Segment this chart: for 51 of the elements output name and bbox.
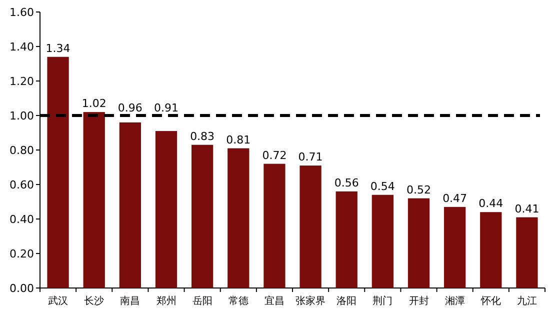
bar	[336, 191, 358, 288]
bar	[516, 217, 538, 288]
bar	[228, 148, 250, 288]
x-tick-label: 张家界	[296, 295, 326, 307]
data-label: 0.96	[118, 102, 142, 114]
bar	[83, 112, 105, 288]
y-tick-label: 0.80	[10, 144, 34, 157]
data-label: 0.72	[262, 148, 287, 162]
data-label: 0.52	[406, 183, 431, 196]
bar	[408, 198, 430, 288]
data-label: 0.56	[334, 176, 359, 190]
data-label: 0.81	[226, 133, 251, 146]
x-tick-label: 宜昌	[264, 295, 284, 307]
x-tick-label: 洛阳	[336, 295, 357, 307]
x-tick-label: 岳阳	[192, 295, 212, 307]
x-tick-label: 九江	[516, 295, 537, 307]
bar	[372, 194, 394, 288]
data-label: 0.41	[514, 202, 540, 216]
bar	[47, 56, 69, 288]
bar	[119, 122, 141, 288]
y-tick-label: 0.40	[10, 213, 34, 226]
bar	[444, 206, 466, 288]
y-tick-label: 0.20	[10, 248, 34, 260]
y-tick-label: 1.20	[10, 75, 34, 88]
data-label: 1.02	[82, 97, 106, 110]
data-label: 0.83	[190, 130, 215, 143]
data-label: 0.44	[478, 197, 504, 210]
x-tick-label: 开封	[408, 295, 429, 307]
y-tick-label: 0.00	[10, 282, 34, 295]
data-label: 0.91	[154, 102, 178, 114]
x-tick-label: 南昌	[120, 295, 140, 307]
bar	[192, 144, 214, 288]
x-tick-label: 长沙	[84, 295, 104, 307]
y-tick-label: 1.00	[10, 110, 34, 122]
bar	[300, 166, 322, 288]
data-label: 1.34	[46, 42, 70, 55]
x-tick-label: 湘潭	[444, 295, 465, 307]
x-tick-label: 郑州	[156, 295, 176, 307]
data-label: 0.47	[442, 192, 468, 205]
y-tick-label: 1.60	[10, 6, 34, 19]
bar	[480, 212, 502, 288]
x-tick-label: 怀化	[480, 295, 501, 307]
data-label: 0.54	[370, 180, 395, 193]
y-tick-label: 1.40	[10, 40, 34, 54]
x-tick-label: 荆门	[372, 295, 393, 307]
y-tick-label: 0.60	[10, 178, 34, 192]
x-tick-label: 武汉	[48, 295, 68, 307]
bar	[155, 131, 178, 288]
x-tick-label: 常德	[228, 295, 248, 307]
data-label: 0.71	[298, 150, 323, 164]
bar	[264, 164, 286, 288]
